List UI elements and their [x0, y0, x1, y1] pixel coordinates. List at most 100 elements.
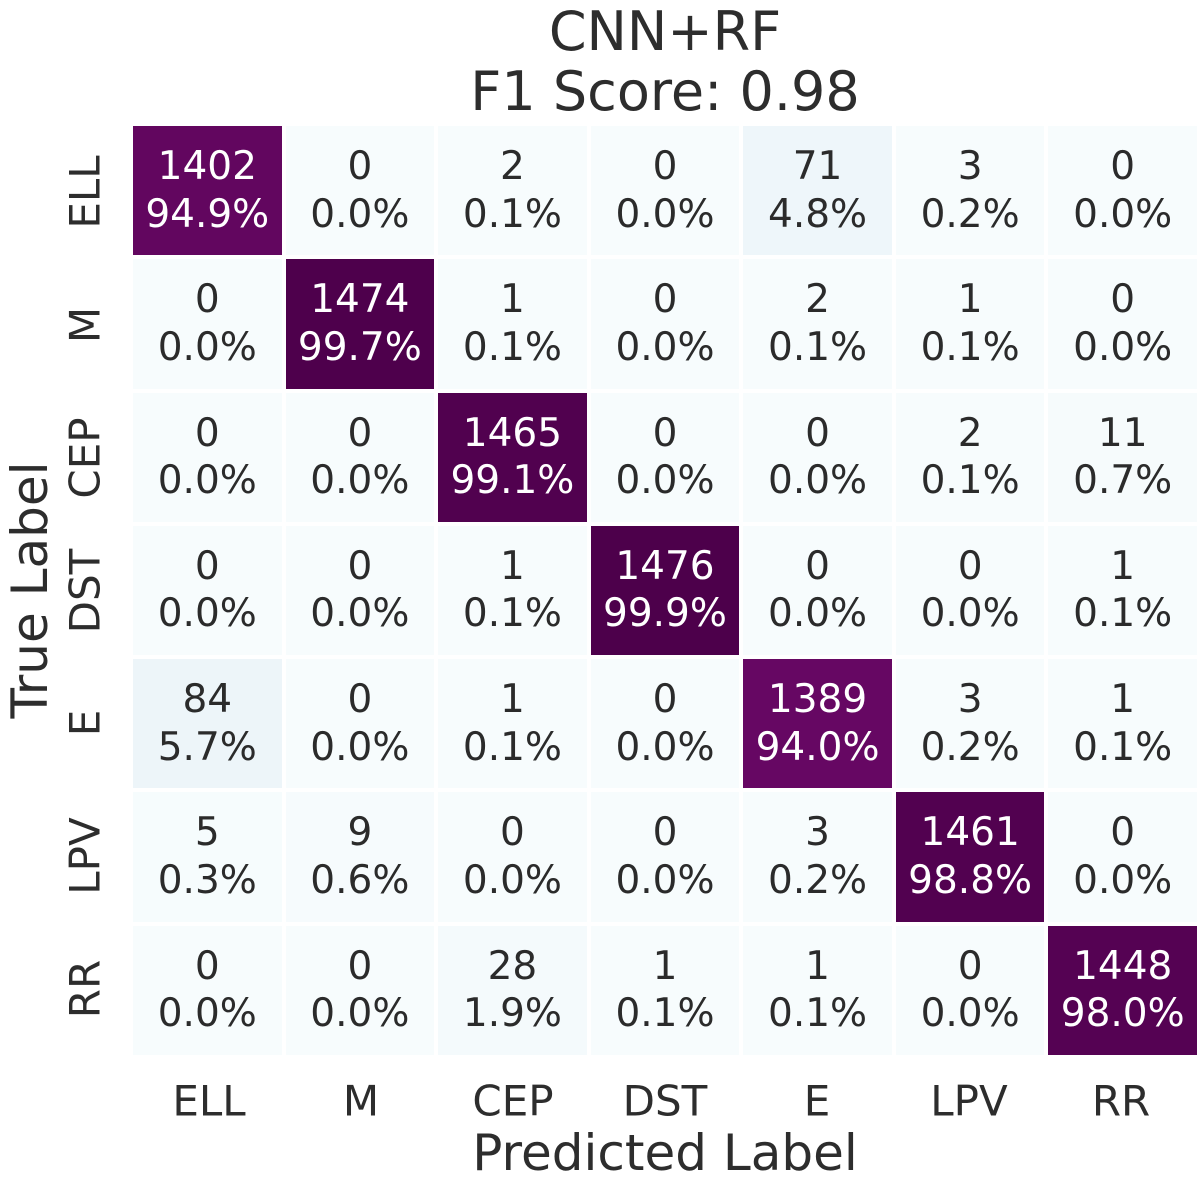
cell-count: 0 — [194, 410, 220, 456]
y-tick-label-RR: RR — [60, 959, 110, 1018]
cell-percent: 0.0% — [157, 991, 257, 1037]
cell-count: 1 — [1110, 543, 1136, 589]
cell-count: 1 — [500, 543, 525, 589]
matrix-cell-E-CEP: 1 0.1% — [438, 659, 587, 789]
matrix-cell-CEP-M: 0 0.0% — [285, 392, 435, 522]
matrix-cell-ELL-RR: 0 0.0% — [1048, 126, 1197, 256]
cell-count: 71 — [792, 144, 843, 190]
cell-count: 28 — [487, 943, 538, 989]
cell-count: 0 — [347, 943, 373, 989]
cell-percent: 0.1% — [1073, 591, 1173, 637]
cell-count: 1 — [1110, 677, 1136, 723]
y-tick-label-ELL: ELL — [60, 155, 110, 230]
cell-percent: 0.1% — [615, 991, 715, 1037]
cell-count: 9 — [347, 810, 373, 856]
x-tick-label-ELL: ELL — [172, 1076, 246, 1126]
cell-percent: 0.1% — [920, 458, 1020, 504]
cell-percent: 0.0% — [310, 191, 410, 237]
matrix-cell-RR-DST: 1 0.1% — [590, 925, 740, 1055]
cell-percent: 4.8% — [768, 191, 868, 237]
cell-percent: 99.9% — [603, 591, 727, 637]
matrix-cell-E-RR: 1 0.1% — [1048, 659, 1197, 789]
y-axis-label: True Label — [1, 461, 59, 719]
matrix-cell-LPV-E: 3 0.2% — [743, 792, 892, 922]
cell-percent: 5.7% — [157, 724, 257, 770]
y-tick-label-M: M — [60, 306, 110, 344]
matrix-cell-DST-RR: 1 0.1% — [1048, 525, 1197, 656]
matrix-cell-DST-CEP: 1 0.1% — [438, 525, 587, 656]
cell-count: 0 — [347, 410, 373, 456]
x-tick-label-CEP: CEP — [472, 1076, 554, 1126]
cell-count: 3 — [957, 677, 983, 723]
cell-count: 0 — [1110, 277, 1136, 323]
matrix-cell-RR-ELL: 0 0.0% — [133, 925, 282, 1055]
cell-count: 0 — [652, 810, 678, 856]
matrix-cell-M-CEP: 1 0.1% — [438, 259, 587, 389]
cell-percent: 0.2% — [768, 858, 868, 904]
cell-count: 0 — [805, 410, 830, 456]
matrix-cell-M-RR: 0 0.0% — [1048, 259, 1197, 389]
cell-percent: 0.1% — [462, 324, 562, 370]
y-tick-label-LPV: LPV — [60, 817, 110, 895]
cell-percent: 0.1% — [768, 991, 868, 1037]
cell-percent: 0.0% — [310, 458, 410, 504]
matrix-cell-E-E: 1389 94.0% — [743, 659, 892, 789]
cell-percent: 0.1% — [462, 724, 562, 770]
cell-count: 1448 — [1073, 943, 1173, 989]
cell-count: 0 — [652, 410, 678, 456]
matrix-cell-RR-LPV: 0 0.0% — [895, 925, 1045, 1055]
cell-percent: 98.8% — [908, 858, 1033, 904]
cell-count: 0 — [652, 277, 678, 323]
matrix-cell-LPV-DST: 0 0.0% — [590, 792, 740, 922]
matrix-cell-CEP-E: 0 0.0% — [743, 392, 892, 522]
cell-count: 0 — [652, 677, 678, 723]
cell-count: 0 — [957, 543, 983, 589]
chart-title-line1: CNN+RF — [548, 0, 782, 63]
cell-count: 84 — [182, 677, 233, 723]
cell-percent: 0.0% — [920, 591, 1020, 637]
matrix-cell-M-ELL: 0 0.0% — [133, 259, 282, 389]
cell-count: 11 — [1097, 410, 1148, 456]
cell-count: 1 — [500, 277, 525, 323]
matrix-cell-ELL-DST: 0 0.0% — [590, 126, 740, 256]
matrix-cell-RR-RR: 1448 98.0% — [1048, 925, 1197, 1055]
x-tick-label-LPV: LPV — [930, 1076, 1008, 1126]
cell-count: 1389 — [767, 677, 868, 723]
cell-count: 1474 — [310, 277, 410, 323]
cell-percent: 0.0% — [615, 858, 715, 904]
matrix-cell-CEP-RR: 11 0.7% — [1048, 392, 1197, 522]
matrix-cell-ELL-E: 71 4.8% — [743, 126, 892, 256]
cell-count: 5 — [194, 810, 220, 856]
cell-percent: 0.0% — [310, 724, 410, 770]
matrix-cell-CEP-ELL: 0 0.0% — [133, 392, 282, 522]
cell-percent: 0.0% — [920, 991, 1020, 1037]
matrix-cell-RR-E: 1 0.1% — [743, 925, 892, 1055]
cell-count: 0 — [194, 543, 220, 589]
cell-count: 0 — [1110, 810, 1136, 856]
matrix-cell-LPV-LPV: 1461 98.8% — [895, 792, 1045, 922]
matrix-cell-RR-M: 0 0.0% — [285, 925, 435, 1055]
matrix-cell-ELL-ELL: 1402 94.9% — [133, 126, 282, 256]
x-tick-label-E: E — [803, 1076, 831, 1126]
cell-count: 0 — [194, 277, 220, 323]
matrix-cell-E-DST: 0 0.0% — [590, 659, 740, 789]
cell-percent: 0.7% — [1073, 458, 1173, 504]
cell-count: 0 — [347, 144, 373, 190]
y-tick-label-DST: DST — [60, 548, 110, 633]
matrix-cell-CEP-DST: 0 0.0% — [590, 392, 740, 522]
matrix-cell-M-M: 1474 99.7% — [285, 259, 435, 389]
cell-percent: 1.9% — [462, 991, 562, 1037]
cell-percent: 0.0% — [462, 858, 562, 904]
cell-percent: 0.0% — [1073, 191, 1173, 237]
matrix-cell-ELL-CEP: 2 0.1% — [438, 126, 587, 256]
cell-percent: 0.1% — [768, 324, 868, 370]
matrix-cell-DST-DST: 1476 99.9% — [590, 525, 740, 656]
matrix-cell-ELL-LPV: 3 0.2% — [895, 126, 1045, 256]
cell-count: 0 — [805, 543, 830, 589]
cell-count: 3 — [805, 810, 830, 856]
cell-count: 0 — [347, 543, 373, 589]
cell-percent: 0.0% — [615, 324, 715, 370]
matrix-cell-M-E: 2 0.1% — [743, 259, 892, 389]
matrix-cell-DST-M: 0 0.0% — [285, 525, 435, 656]
